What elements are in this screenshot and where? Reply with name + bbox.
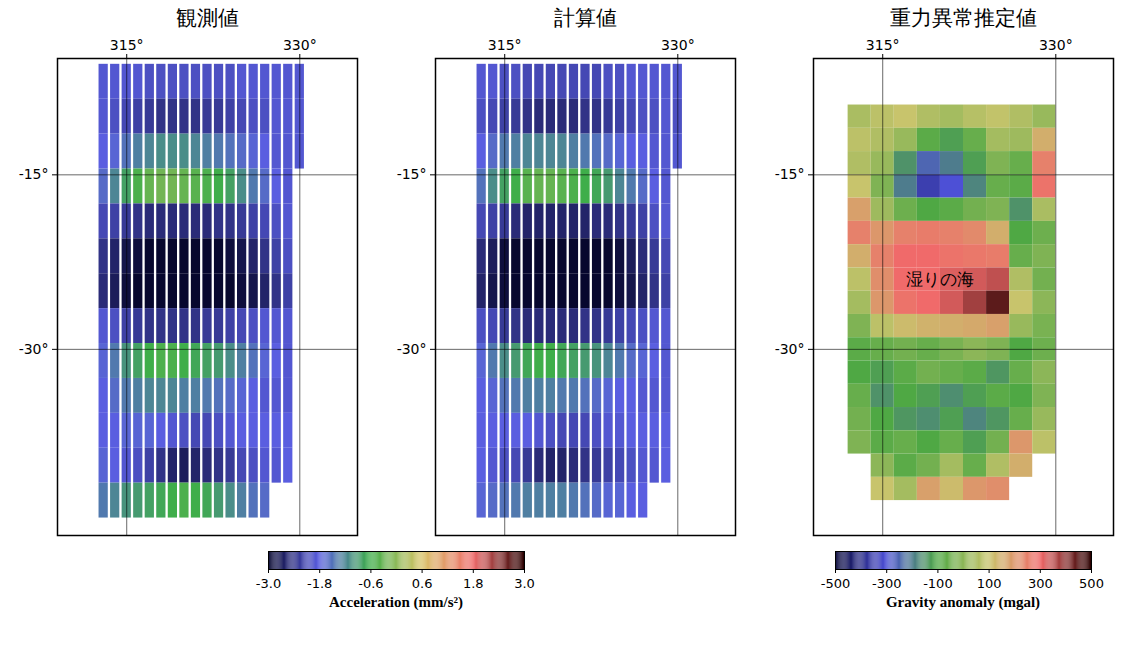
svg-text:330°: 330° <box>1039 37 1073 53</box>
svg-text:-30°: -30° <box>397 341 427 357</box>
html-text:計算値: 計算値 <box>553 6 617 30</box>
svg-text:500: 500 <box>1079 576 1104 591</box>
svg-text:0.6: 0.6 <box>412 576 433 591</box>
svg-text:315°: 315° <box>866 37 900 53</box>
svg-text:-500: -500 <box>821 576 851 591</box>
svg-text:-1.8: -1.8 <box>307 576 332 591</box>
svg-text:-300: -300 <box>872 576 902 591</box>
svg-text:-30°: -30° <box>775 341 805 357</box>
svg-text:-15°: -15° <box>397 166 427 182</box>
svg-text:-30°: -30° <box>19 341 49 357</box>
html-text:Gravity anomaly (mgal): Gravity anomaly (mgal) <box>885 594 1041 610</box>
html-text:観測値: 観測値 <box>175 6 239 30</box>
svg-text:315°: 315° <box>488 37 522 53</box>
svg-text:-15°: -15° <box>19 166 49 182</box>
html-text:Acceleration (mm/s²): Acceleration (mm/s²) <box>329 594 463 610</box>
svg-text:-3.0: -3.0 <box>256 576 281 591</box>
svg-text:-0.6: -0.6 <box>358 576 383 591</box>
svg-text:1.8: 1.8 <box>463 576 484 591</box>
html-text:重力異常推定値: 重力異常推定値 <box>889 6 1037 30</box>
svg-text:300: 300 <box>1028 576 1053 591</box>
svg-text:湿りの海: 湿りの海 <box>906 269 974 289</box>
svg-text:315°: 315° <box>110 37 144 53</box>
svg-text:100: 100 <box>977 576 1002 591</box>
svg-text:-15°: -15° <box>775 166 805 182</box>
svg-text:330°: 330° <box>283 37 317 53</box>
svg-text:-100: -100 <box>923 576 953 591</box>
svg-text:3.0: 3.0 <box>514 576 535 591</box>
svg-text:330°: 330° <box>661 37 695 53</box>
